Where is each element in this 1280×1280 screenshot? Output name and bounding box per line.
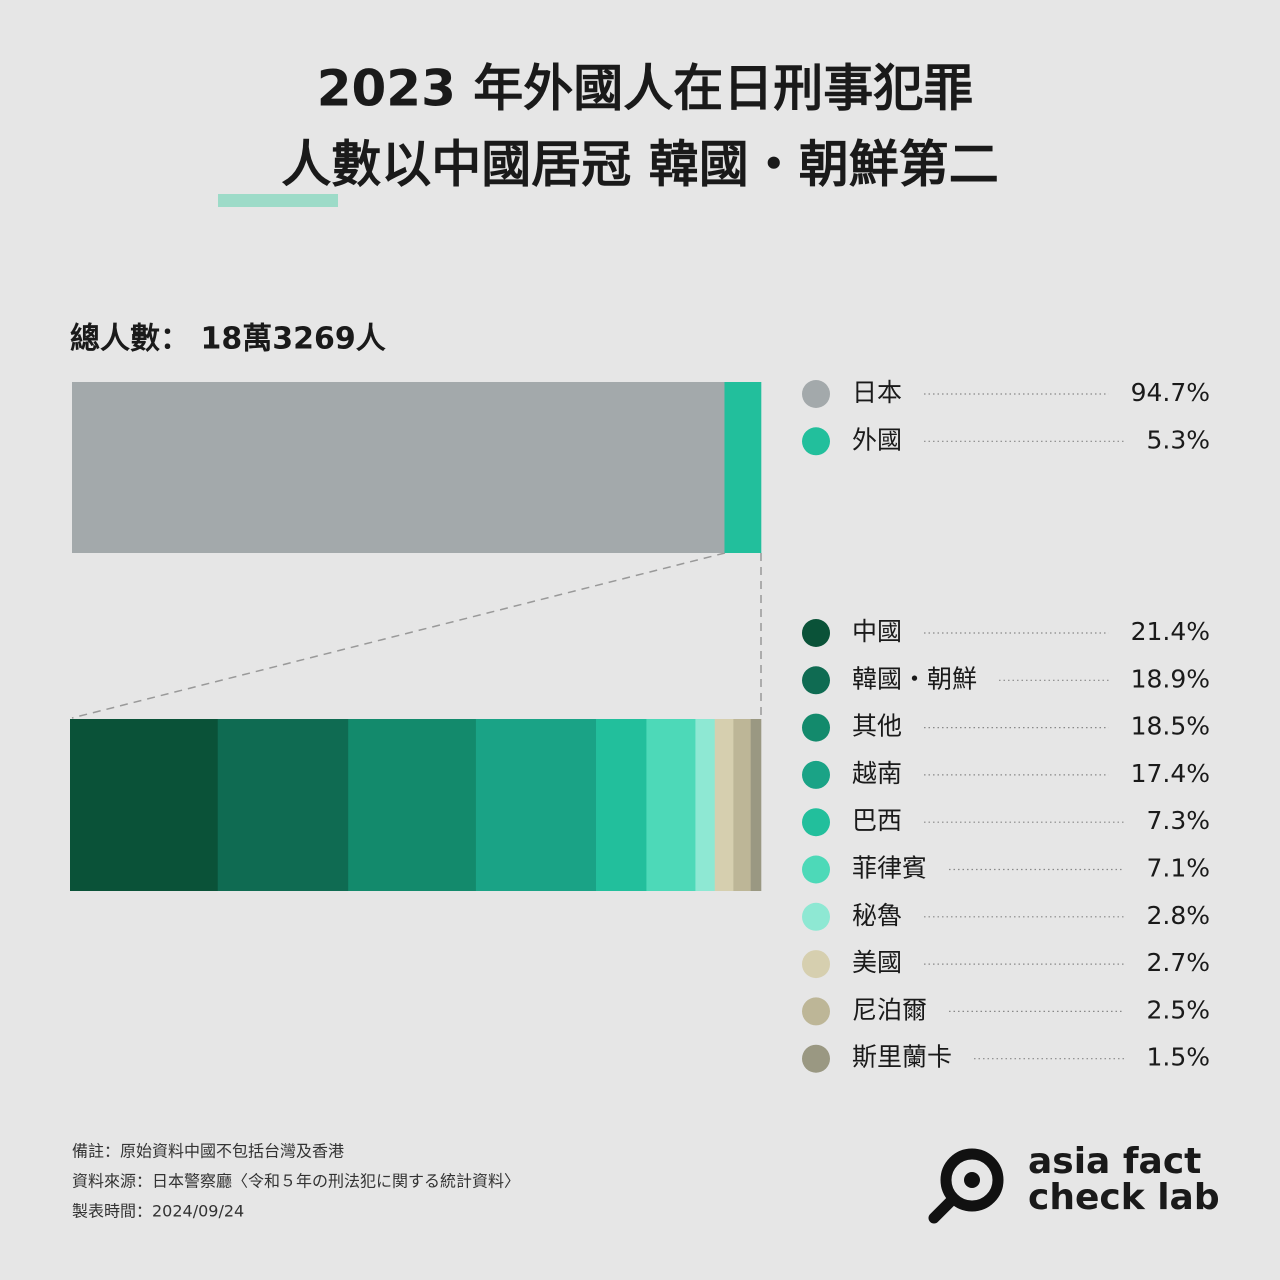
title-highlight: [218, 194, 338, 207]
legend-swatch: [802, 855, 830, 884]
title-line: 2023 年外國人在日刑事犯罪: [317, 60, 974, 118]
bar-segment: [714, 719, 734, 891]
legend-label: 秘魯: [852, 901, 902, 930]
connector: [71, 552, 726, 719]
legend-label: 美國: [852, 948, 902, 977]
value-label: 21.4%: [1131, 617, 1210, 646]
legend-label: 日本: [852, 378, 902, 407]
legend-label: 外國: [852, 425, 902, 454]
legend-swatch: [802, 380, 830, 408]
bar-segment: [70, 719, 219, 891]
value-label: 2.7%: [1146, 948, 1210, 977]
value-label: 94.7%: [1131, 378, 1210, 407]
bar-segment: [217, 719, 349, 891]
value-label: 7.1%: [1146, 854, 1210, 883]
legend-label: 中國: [852, 617, 902, 646]
bar-segment: [596, 719, 647, 891]
legend-swatch: [802, 713, 830, 742]
bar-segment: [695, 719, 716, 891]
bar-segment: [348, 719, 477, 891]
bar-segment: [750, 719, 762, 891]
legend-swatch: [802, 808, 830, 837]
logo-text: asia fact: [1028, 1141, 1201, 1182]
logo-icon: [928, 1148, 1004, 1224]
value-label: 1.5%: [1146, 1043, 1210, 1072]
legend-label: 其他: [852, 712, 902, 741]
legend-swatch: [802, 760, 830, 789]
value-label: 18.5%: [1131, 712, 1210, 741]
legend-swatch: [802, 950, 830, 979]
value-label: 17.4%: [1131, 759, 1210, 788]
subtitle: 總人數： 18萬3269人: [70, 322, 386, 357]
legend-swatch: [802, 1044, 830, 1073]
note: 資料來源：日本警察廳〈令和５年の刑法犯に関する統計資料〉: [72, 1172, 520, 1191]
bar-segment: [72, 382, 725, 553]
legend-swatch: [802, 902, 830, 931]
note: 製表時間：2024/09/24: [72, 1202, 244, 1221]
legend-label: 尼泊爾: [852, 995, 927, 1024]
legend-swatch: [802, 619, 830, 647]
value-label: 18.9%: [1131, 664, 1210, 693]
value-label: 7.3%: [1146, 806, 1210, 835]
value-label: 5.3%: [1146, 425, 1210, 454]
legend-label: 越南: [852, 759, 902, 788]
logo-text: check lab: [1028, 1177, 1220, 1218]
legend-label: 韓國・朝鮮: [852, 664, 977, 693]
legend-swatch: [802, 997, 830, 1026]
bar-segment: [724, 382, 762, 553]
value-label: 2.5%: [1146, 995, 1210, 1024]
value-label: 2.8%: [1146, 901, 1210, 930]
legend-swatch: [802, 427, 830, 456]
note: 備註：原始資料中國不包括台灣及香港: [72, 1142, 344, 1161]
bar-segment: [646, 719, 696, 891]
title-line: 人數以中國居冠 韓國・朝鮮第二: [281, 136, 998, 194]
legend-label: 菲律賓: [852, 854, 927, 883]
legend-swatch: [802, 666, 830, 695]
legend-label: 巴西: [852, 806, 902, 835]
bar-segment: [733, 719, 751, 891]
legend-label: 斯里蘭卡: [852, 1043, 952, 1072]
bar-segment: [475, 719, 597, 891]
